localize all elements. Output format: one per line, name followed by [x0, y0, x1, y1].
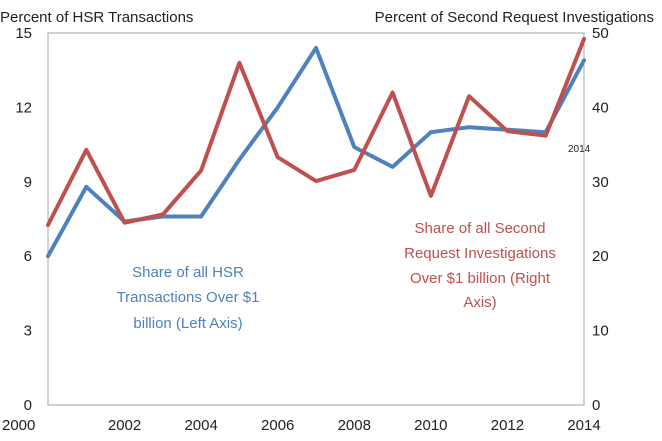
tick-labels: 0 3 6 9 12 15 0 10 20 30 40 50 2000 2002 2004 2006 2008 2…: [2, 25, 609, 434]
right-axis-tick-20: 20: [592, 248, 609, 265]
right-axis-title: Percent of Second Request Investigations: [375, 9, 654, 26]
x-axis-tick-2014: 2014: [567, 417, 600, 434]
hsr-annotation-line-2: Transactions Over $1: [117, 289, 260, 306]
left-axis-tick-12: 12: [15, 99, 32, 116]
right-axis-tick-40: 40: [592, 99, 609, 116]
second-request-annotation-line-4: Axis): [463, 294, 496, 311]
left-axis-tick-3: 3: [24, 323, 32, 340]
left-axis-tick-15: 15: [15, 25, 32, 42]
x-axis-tick-2002: 2002: [108, 417, 141, 434]
plot-area-border: [47, 32, 585, 406]
right-axis-tick-0: 0: [592, 397, 600, 414]
x-axis-tick-2010: 2010: [414, 417, 447, 434]
left-axis-tick-6: 6: [24, 248, 32, 265]
point-label-2014: 2014: [568, 144, 591, 155]
x-axis-tick-2000: 2000: [2, 417, 35, 434]
x-axis-tick-2012: 2012: [491, 417, 524, 434]
second-request-annotation-line-1: Share of all Second: [415, 220, 546, 237]
left-axis-title: Percent of HSR Transactions: [0, 9, 193, 26]
left-axis-tick-0: 0: [24, 397, 32, 414]
right-axis-tick-50: 50: [592, 25, 609, 42]
right-axis-tick-30: 30: [592, 174, 609, 191]
right-axis-tick-10: 10: [592, 323, 609, 340]
second-request-annotation-line-2: Request Investigations: [404, 245, 556, 262]
x-axis-tick-2006: 2006: [261, 417, 294, 434]
series-annotations: Share of all HSR Transactions Over $1 bill…: [117, 220, 556, 332]
hsr-annotation-line-3: billion (Left Axis): [133, 315, 242, 332]
hsr-annotation-line-1: Share of all HSR: [132, 264, 244, 281]
x-axis-tick-2004: 2004: [184, 417, 217, 434]
second-request-annotation-line-3: Over $1 billion (Right: [410, 270, 551, 287]
x-axis-tick-2008: 2008: [338, 417, 371, 434]
left-axis-tick-9: 9: [24, 174, 32, 191]
series-lines: [46, 37, 586, 259]
second-request-line: [46, 37, 586, 227]
